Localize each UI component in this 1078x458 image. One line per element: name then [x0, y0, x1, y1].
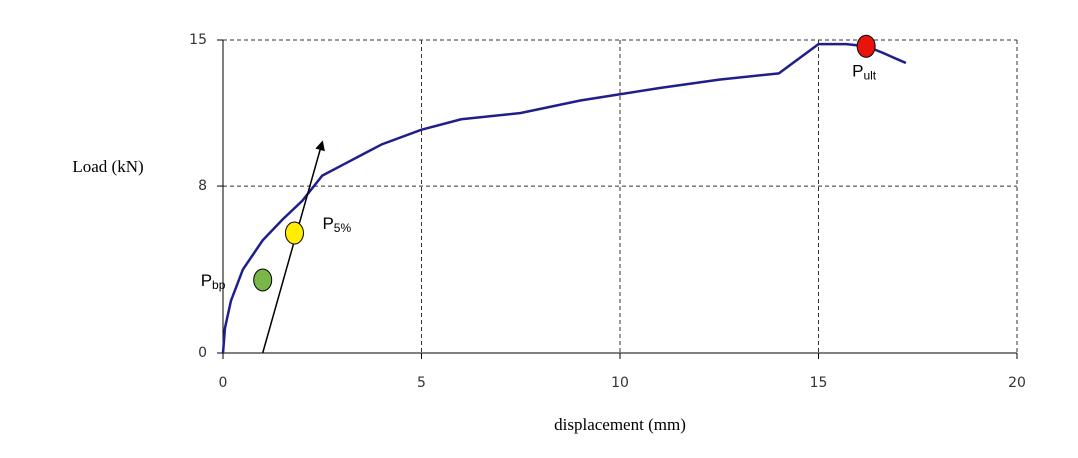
x-tick-label: 10 — [611, 375, 629, 391]
point-label-sub: 5% — [334, 221, 352, 235]
x-tick-label: 0 — [219, 375, 228, 391]
stiffness-arrow — [261, 140, 325, 354]
data-line — [221, 42, 907, 354]
point-marker — [253, 268, 273, 292]
y-tick-label: 8 — [198, 178, 207, 194]
x-axis-label: displacement (mm) — [554, 415, 686, 434]
point-label-sub: ult — [863, 68, 876, 82]
y-tick-label: 15 — [189, 32, 207, 48]
point-label-sub: bp — [212, 278, 226, 292]
point-label: P5% — [322, 215, 351, 236]
y-axis-label: Load (kN) — [72, 157, 143, 176]
point-label-main: P — [201, 271, 212, 290]
point-marker — [856, 34, 876, 58]
point-label-main: P — [852, 62, 863, 81]
x-tick-label: 5 — [417, 375, 426, 391]
point-label: Pbp — [201, 271, 226, 292]
point-marker — [284, 221, 304, 245]
y-tick-label: 0 — [198, 345, 207, 361]
x-tick-label: 20 — [1008, 375, 1026, 391]
point-label: Pult — [852, 62, 877, 83]
point-label-main: P — [322, 215, 333, 234]
x-tick-label: 15 — [810, 375, 828, 391]
